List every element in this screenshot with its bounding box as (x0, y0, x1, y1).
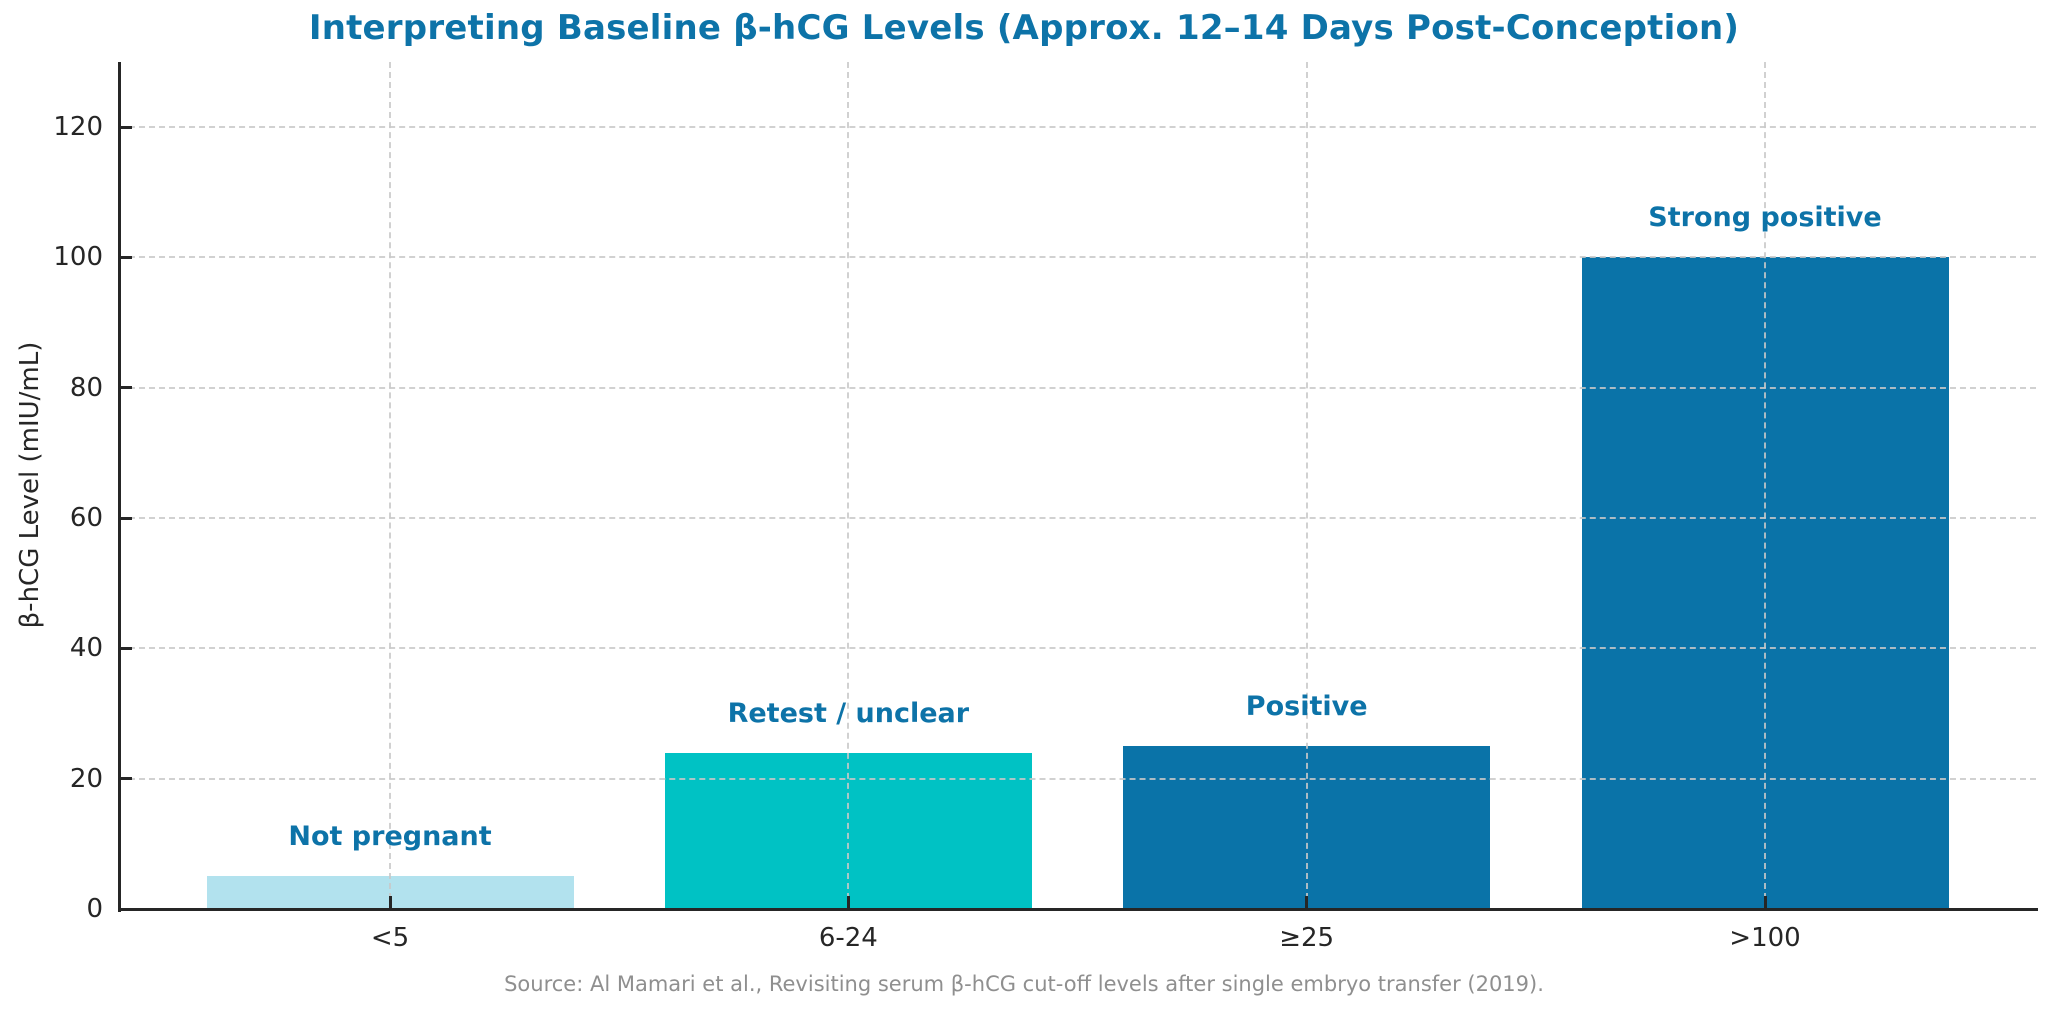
y-tick-mark (119, 516, 132, 520)
bar-annotation-label: Strong positive (1648, 202, 1882, 234)
y-tick-mark (119, 255, 132, 259)
gridline-horizontal (119, 517, 2036, 520)
x-tick-label: 6-24 (818, 923, 878, 953)
y-tick-label: 60 (69, 503, 103, 534)
x-axis-spine (117, 907, 2038, 911)
gridline-vertical (1305, 62, 1308, 909)
y-tick-mark (119, 777, 132, 781)
gridline-horizontal (119, 386, 2036, 389)
x-tick-label: <5 (370, 923, 410, 953)
y-tick-mark (119, 646, 132, 650)
x-tick-mark (1305, 896, 1309, 909)
gridline-vertical (389, 62, 391, 909)
y-axis-spine (117, 62, 121, 912)
y-tick-label: 40 (69, 633, 103, 664)
y-tick-label: 0 (86, 894, 103, 924)
gridline-horizontal (119, 647, 2036, 650)
chart-title: Interpreting Baseline β-hCG Levels (Appr… (308, 8, 1740, 48)
x-tick-mark (388, 896, 392, 909)
x-tick-mark (846, 896, 850, 909)
source-note: Source: Al Mamari et al., Revisiting ser… (504, 972, 1544, 996)
x-tick-label: >100 (1729, 923, 1801, 953)
x-tick-mark (1763, 896, 1767, 909)
gridline-horizontal (119, 126, 2036, 129)
gridline-vertical (1764, 62, 1766, 909)
gridline-horizontal (119, 256, 2036, 259)
y-tick-mark (119, 125, 132, 129)
gridline-horizontal (119, 777, 2036, 780)
y-tick-label: 120 (53, 112, 103, 143)
y-tick-label: 100 (53, 242, 103, 273)
gridline-vertical (847, 62, 850, 909)
bar-annotation-label: Positive (1245, 691, 1368, 723)
x-tick-label: ≥25 (1279, 923, 1335, 953)
y-tick-label: 20 (69, 763, 103, 794)
y-tick-label: 80 (69, 372, 103, 403)
y-tick-mark (119, 386, 132, 390)
bar-annotation-label: Not pregnant (288, 821, 492, 853)
bar-annotation-label: Retest / unclear (727, 697, 970, 729)
